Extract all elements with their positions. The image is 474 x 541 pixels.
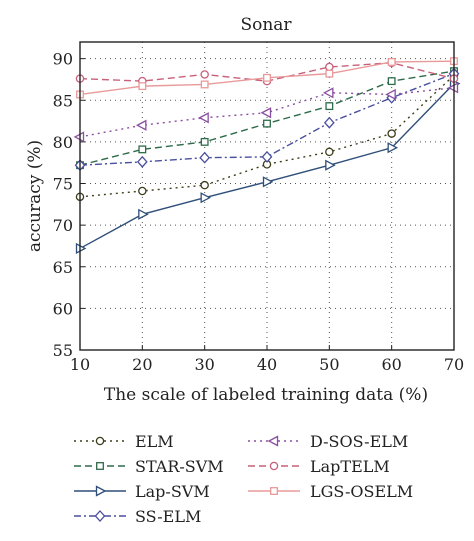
legend-label: SS-ELM xyxy=(135,507,201,526)
series-d-sos-elm xyxy=(73,82,459,143)
data-point xyxy=(325,69,334,78)
legend-label: ELM xyxy=(135,432,174,451)
legend: ELM STAR-SVM Lap-SVM SS-ELM D-SOS-ELM LapTELM… xyxy=(74,432,413,526)
x-tick-label: 40 xyxy=(257,355,277,374)
data-point xyxy=(199,151,211,164)
data-point xyxy=(387,129,396,138)
data-point xyxy=(261,150,273,163)
y-tick-label: 70 xyxy=(53,216,73,235)
data-point xyxy=(200,137,209,146)
data-point xyxy=(387,142,399,154)
data-point xyxy=(138,208,149,220)
data-point xyxy=(136,155,148,168)
x-tick-label: 60 xyxy=(381,355,401,374)
x-tick-label: 10 xyxy=(70,355,90,374)
y-axis-label: accuracy (%) xyxy=(25,140,45,252)
data-point xyxy=(75,242,87,255)
data-point xyxy=(322,87,334,99)
data-point xyxy=(262,176,274,188)
x-tick-label: 70 xyxy=(444,355,464,374)
legend-marker xyxy=(95,485,107,497)
data-point xyxy=(200,70,209,79)
grid-layer xyxy=(79,42,455,351)
legend-label: D-SOS-ELM xyxy=(310,432,408,451)
x-tick-label: 30 xyxy=(194,355,214,374)
x-tick-label: 20 xyxy=(132,355,152,374)
data-point xyxy=(198,112,209,124)
y-tick-label: 75 xyxy=(53,175,73,194)
data-point xyxy=(323,116,335,129)
data-point xyxy=(138,82,147,91)
legend-marker xyxy=(94,510,106,522)
data-point xyxy=(387,58,396,66)
legend-marker xyxy=(270,487,278,495)
legend-item: LapTELM xyxy=(248,457,390,476)
legend-label: Lap-SVM xyxy=(135,482,210,501)
data-point xyxy=(263,119,271,128)
legend-item: LGS-OSELM xyxy=(248,482,413,501)
legend-label: STAR-SVM xyxy=(135,457,224,476)
data-point xyxy=(138,186,147,196)
data-point xyxy=(325,102,334,111)
legend-label: LGS-OSELM xyxy=(310,482,413,501)
chart-title: Sonar xyxy=(240,15,292,35)
data-point xyxy=(260,107,272,119)
data-point xyxy=(200,192,212,204)
x-axis-label: The scale of labeled training data (%) xyxy=(104,385,428,405)
data-point xyxy=(138,145,147,154)
data-point xyxy=(325,147,334,157)
y-tick-label: 85 xyxy=(53,91,73,110)
data-point xyxy=(325,62,334,72)
y-tick-label: 80 xyxy=(53,133,73,152)
data-point xyxy=(73,131,85,143)
data-point xyxy=(447,82,459,94)
legend-item: ELM xyxy=(74,432,174,451)
legend-item: SS-ELM xyxy=(74,507,201,526)
legend-marker xyxy=(269,461,279,471)
legend-item: STAR-SVM xyxy=(74,457,224,476)
data-point xyxy=(200,80,209,89)
legend-marker xyxy=(95,436,105,446)
y-tick-label: 60 xyxy=(53,299,73,318)
data-point xyxy=(387,77,396,86)
data-point xyxy=(325,159,336,171)
x-tick-label: 50 xyxy=(319,355,339,374)
y-tick-label: 90 xyxy=(53,50,73,69)
legend-item: D-SOS-ELM xyxy=(248,432,408,451)
legend-marker xyxy=(267,435,279,447)
legend-item: Lap-SVM xyxy=(74,482,210,501)
data-point xyxy=(200,180,209,190)
data-point xyxy=(263,73,271,82)
y-tick-label: 55 xyxy=(53,341,73,360)
data-point xyxy=(135,119,147,131)
y-tick-label: 65 xyxy=(53,258,73,277)
legend-label: LapTELM xyxy=(310,457,390,476)
y-tick-labels: 55 60 65 70 75 80 85 90 xyxy=(53,50,73,360)
series-lgs-oselm xyxy=(76,57,458,99)
legend-marker xyxy=(96,462,104,470)
data-point xyxy=(385,88,396,101)
plot-frame xyxy=(79,41,455,351)
x-tick-labels: 10 20 30 40 50 60 70 xyxy=(70,355,464,374)
